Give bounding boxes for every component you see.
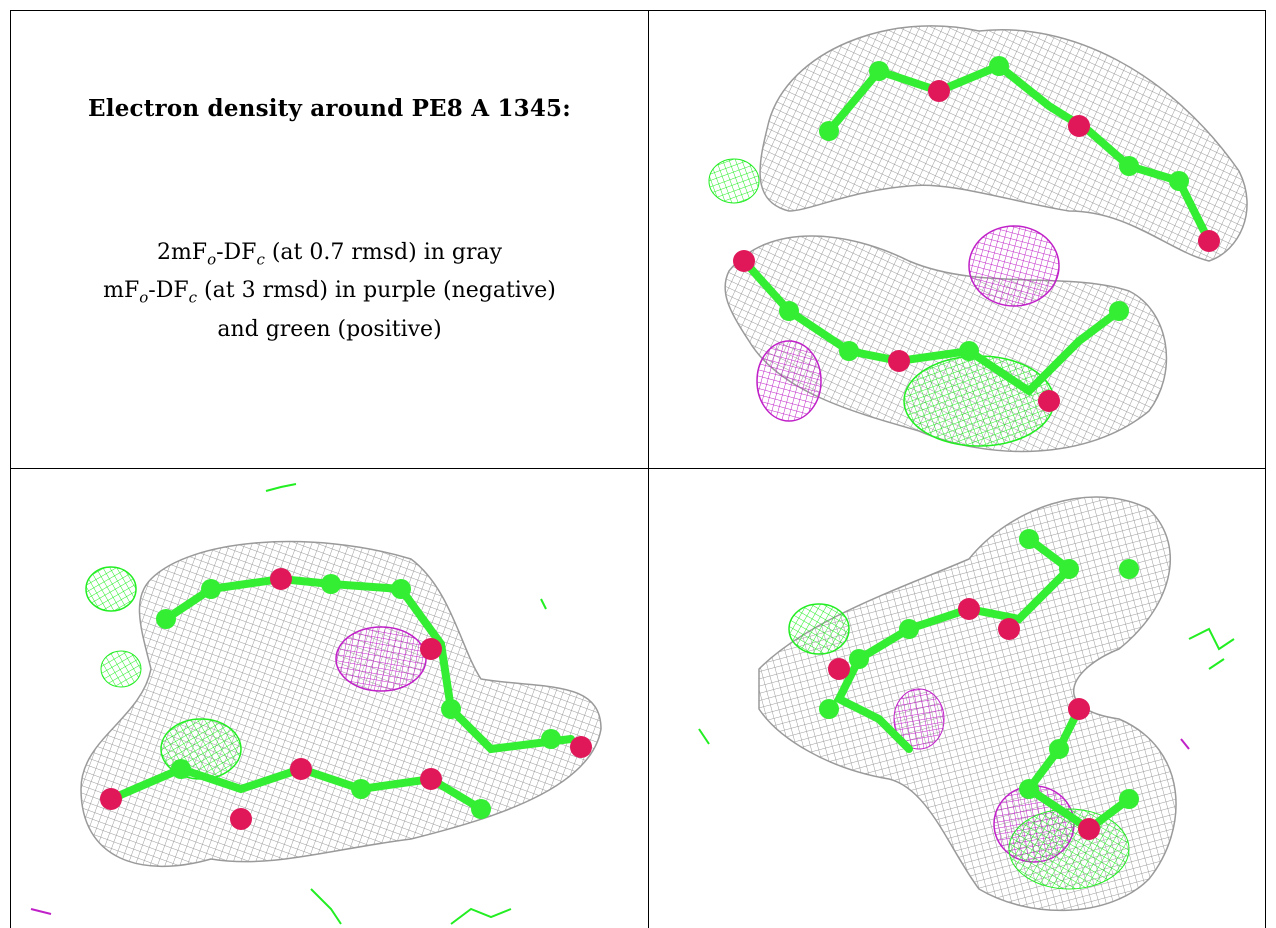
negative-density-blob	[335, 626, 427, 692]
oxygen-atoms	[100, 568, 592, 830]
caption-line-2mfo-sub-o: o	[207, 250, 217, 269]
table-border-mid	[10, 468, 1266, 469]
caption-line-2mfo-part-a: 2mF	[156, 240, 208, 265]
caption-line-2mfo-part-b: -DF	[216, 240, 257, 265]
caption-line-mfo-sub-c: c	[188, 288, 198, 307]
caption-line-2mfo-part-c: (at 0.7 rmsd) in gray	[264, 240, 503, 265]
table-border-right	[1265, 10, 1266, 928]
positive-density-blob	[85, 566, 137, 612]
oxygen-atoms	[733, 80, 1220, 412]
density-image-1	[708, 25, 1248, 453]
positive-density-blob	[708, 158, 760, 204]
table-border-top	[10, 10, 1266, 11]
carbon-atoms	[779, 56, 1189, 361]
caption-line-mfo-sub-o: o	[139, 288, 149, 307]
positive-density-blob	[903, 355, 1055, 447]
density-image-2	[30, 483, 602, 925]
negative-density-blob	[756, 340, 822, 422]
caption-title: Electron density around PE8 A 1345:	[88, 95, 571, 122]
gray-density-mesh	[80, 540, 602, 868]
positive-density-fragments	[698, 627, 1235, 745]
oxygen-atoms	[828, 598, 1100, 840]
density-image-3	[698, 496, 1235, 912]
caption-cell: Electron density around PE8 A 1345: 2mFo…	[11, 11, 648, 467]
caption-line-positive: and green (positive)	[217, 316, 442, 342]
density-view-top-right	[649, 11, 1265, 468]
negative-density-blob	[968, 225, 1060, 307]
ligand-chain	[825, 61, 1213, 245]
negative-density-fragment	[1180, 738, 1190, 750]
caption-line-mfo-part-c: (at 3 rmsd) in purple (negative)	[197, 278, 556, 304]
caption-line-mfo-part-a: mF	[103, 278, 140, 304]
positive-density-blob	[100, 650, 142, 688]
density-view-bottom-left	[11, 469, 648, 928]
caption-line-2mfo-sub-c: c	[256, 250, 265, 269]
density-view-bottom-right	[649, 469, 1265, 928]
negative-density-fragment	[30, 908, 52, 915]
positive-density-fragments	[265, 483, 547, 925]
table-border-middle	[648, 10, 649, 928]
ligand-chain	[740, 257, 1123, 397]
positive-density-blob	[1008, 808, 1130, 890]
caption-line-2mfo: 2mFo-DFc (at 0.7 rmsd) in gray	[11, 237, 648, 275]
table-border-left	[10, 10, 11, 928]
negative-density-blob	[893, 688, 945, 750]
carbon-atoms	[156, 574, 561, 819]
positive-density-blob	[788, 603, 850, 655]
gray-density-mesh	[759, 25, 1248, 262]
gray-density-mesh	[758, 496, 1177, 912]
caption-line-mfo-part-b: -DF	[148, 278, 189, 304]
carbon-atoms	[819, 529, 1139, 809]
caption-line-mfo: mFo-DFc (at 3 rmsd) in purple (negative)	[11, 275, 648, 313]
